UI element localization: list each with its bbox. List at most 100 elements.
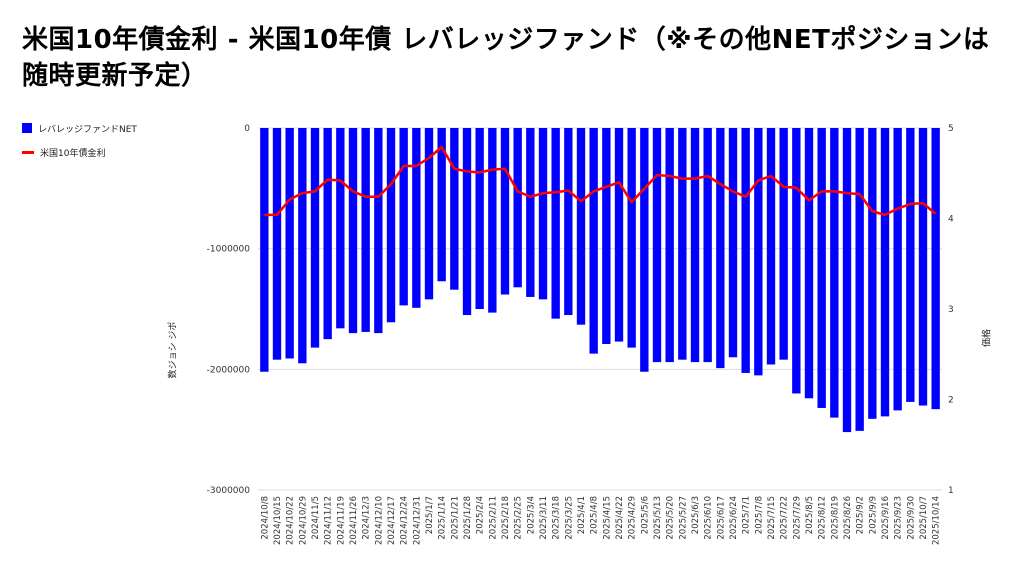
x-tick-label: 2025/4/15 [602,496,612,540]
legend-item-line: 米国10年債金利 [22,144,137,160]
x-tick-label: 2025/2/4 [476,496,486,534]
legend-label-bars: レバレッジファンドNET [38,124,137,135]
bar [285,128,294,359]
bar [804,128,814,399]
x-tick-label: 2025/7/1 [742,496,752,534]
x-tick-label: 2024/11/26 [349,496,359,545]
x-tick-label: 2025/2/11 [488,496,498,540]
bar [462,128,472,316]
bar [817,128,826,408]
bar [868,128,877,419]
x-tick-label: 2025/7/8 [754,496,764,534]
x-tick-label: 2025/8/5 [805,496,815,534]
x-tick-label: 2024/12/17 [387,496,397,545]
bar [893,128,902,411]
bar [500,128,510,295]
bar [488,128,497,313]
x-tick-label: 2025/8/12 [818,496,828,540]
x-tick-label: 2025/5/27 [678,496,688,540]
bar [513,128,522,288]
x-tick-label: 2025/10/14 [932,496,942,545]
x-tick-label: 2025/6/17 [716,496,726,540]
x-tick-label: 2025/3/25 [564,496,574,540]
bar [703,128,712,363]
bar [766,128,776,365]
bar [348,128,358,334]
bar [918,128,928,406]
x-tick-label: 2024/10/8 [260,496,270,540]
x-tick-label: 2024/12/31 [412,496,422,545]
x-tick-label: 2024/11/5 [311,496,321,540]
legend-item-bars: レバレッジファンドNET [22,120,137,136]
x-tick-label: 2025/1/28 [463,496,473,540]
x-tick-label: 2025/4/29 [628,496,638,540]
bar [564,128,573,316]
bar [880,128,890,417]
bar [842,128,852,433]
x-tick-label: 2024/11/12 [324,496,334,545]
bar [374,128,383,334]
bar [475,128,484,309]
left-tick-label: -3000000 [207,486,251,496]
x-tick-label: 2024/10/15 [273,496,283,545]
bar [690,128,700,363]
x-tick-label: 2025/5/20 [666,496,676,540]
bar [906,128,915,402]
bar [830,128,839,418]
legend-swatch-line [22,150,34,154]
x-tick-label: 2025/6/24 [729,496,739,540]
x-tick-label: 2025/1/14 [438,496,448,540]
left-tick-label: -2000000 [207,365,251,375]
bar [576,128,586,325]
x-tick-label: 2024/12/3 [362,496,372,540]
bar [361,128,370,332]
x-tick-label: 2025/2/25 [514,496,524,540]
left-tick-label: -1000000 [207,245,251,255]
bar [716,128,725,369]
x-tick-label: 2025/9/16 [881,496,891,540]
left-tick-label: 0 [244,124,250,134]
legend: レバレッジファンドNET 米国10年債金利 [22,120,137,168]
x-tick-label: 2025/3/4 [526,496,536,534]
bar [754,128,763,376]
right-tick-label: 3 [948,305,954,315]
right-tick-label: 2 [948,396,954,406]
bar [323,128,332,340]
bar [627,128,636,348]
x-tick-label: 2025/3/11 [539,496,549,540]
x-tick-label: 2025/5/13 [653,496,663,540]
bar [640,128,649,372]
bar [678,128,687,360]
bar [298,128,307,364]
bar [260,128,269,372]
x-tick-label: 2025/3/18 [552,496,562,540]
x-tick-label: 2025/9/9 [868,496,878,534]
x-tick-label: 2025/7/29 [792,496,802,540]
bar [399,128,408,306]
x-tick-label: 2025/10/7 [919,496,929,540]
bar [424,128,434,300]
bar [538,128,548,300]
bar [652,128,662,363]
bar [437,128,446,282]
right-tick-label: 5 [948,124,954,134]
bar [589,128,598,354]
bar [450,128,459,290]
right-tick-label: 1 [948,486,954,496]
x-tick-label: 2024/10/22 [286,496,296,545]
x-tick-label: 2024/11/19 [336,496,346,545]
bar [779,128,788,360]
bar [614,128,624,342]
bar [336,128,345,329]
x-tick-label: 2025/7/22 [780,496,790,540]
x-tick-label: 2025/1/21 [450,496,460,540]
bar [855,128,864,431]
bar [551,128,560,319]
bar [665,128,674,363]
x-tick-label: 2025/5/6 [640,496,650,534]
bar [728,128,738,358]
bar [602,128,611,344]
bar [310,128,320,348]
x-tick-label: 2025/7/15 [767,496,777,540]
